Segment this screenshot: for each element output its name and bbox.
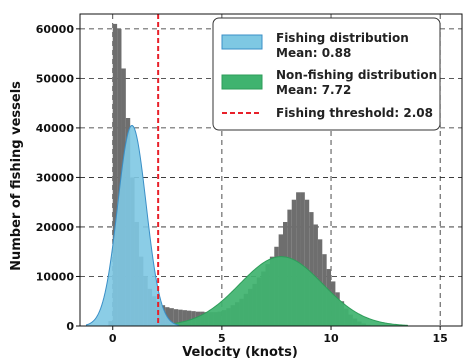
- hist-bar-17: [182, 310, 187, 326]
- hist-bar-1: [112, 23, 118, 327]
- axes-layer: 0 5 10 15 0 10000 20000 30000 40000 50000 60000: [36, 13, 463, 345]
- legend: Fishing distribution Mean: 0.88 Non-fish…: [212, 17, 441, 131]
- legend-fishing-swatch: [221, 34, 263, 50]
- x-tick-label-0: 0: [109, 332, 117, 345]
- density-curves: [86, 124, 408, 327]
- fishing-distribution-curve: [86, 124, 179, 327]
- nonfishing-distribution-curve: [155, 256, 408, 327]
- hist-bar-16: [178, 309, 183, 326]
- legend-nonfishing-swatch: [221, 74, 263, 90]
- hist-bar-15: [173, 309, 179, 326]
- y-tick-label-5: 50000: [36, 72, 75, 85]
- y-tick-label-3: 30000: [36, 171, 75, 184]
- hist-bar-18: [186, 310, 192, 326]
- y-tick-label-0: 0: [66, 320, 74, 333]
- x-tick-label-3: 15: [433, 332, 448, 345]
- legend-fishing-label: Fishing distribution: [276, 31, 409, 45]
- plot-frame: [79, 13, 463, 327]
- y-tick-label-6: 60000: [36, 23, 75, 36]
- hist-bar-46: [309, 212, 314, 326]
- legend-fishing-mean: Mean: 0.88: [276, 46, 351, 60]
- x-tick-label-2: 10: [323, 332, 339, 345]
- y-tick-label-2: 20000: [36, 221, 75, 234]
- y-axis-title: Number of fishing vessels: [9, 81, 24, 271]
- legend-nonfishing-mean: Mean: 7.72: [276, 83, 351, 97]
- hist-bar-14: [169, 308, 174, 326]
- legend-nonfishing-label: Non-fishing distribution: [276, 68, 437, 82]
- legend-box: [212, 17, 441, 131]
- hist-bar-44: [300, 192, 305, 326]
- hist-bar-47: [313, 224, 318, 326]
- y-tick-label-1: 10000: [36, 270, 75, 283]
- x-axis-title: Velocity (knots): [182, 345, 298, 358]
- hist-bar-43: [296, 192, 301, 326]
- hist-bar-45: [304, 199, 310, 326]
- y-tick-label-4: 40000: [36, 122, 75, 135]
- legend-threshold-label: Fishing threshold: 2.08: [276, 106, 433, 120]
- hist-bar-2: [117, 28, 122, 326]
- x-tick-label-1: 5: [218, 332, 226, 345]
